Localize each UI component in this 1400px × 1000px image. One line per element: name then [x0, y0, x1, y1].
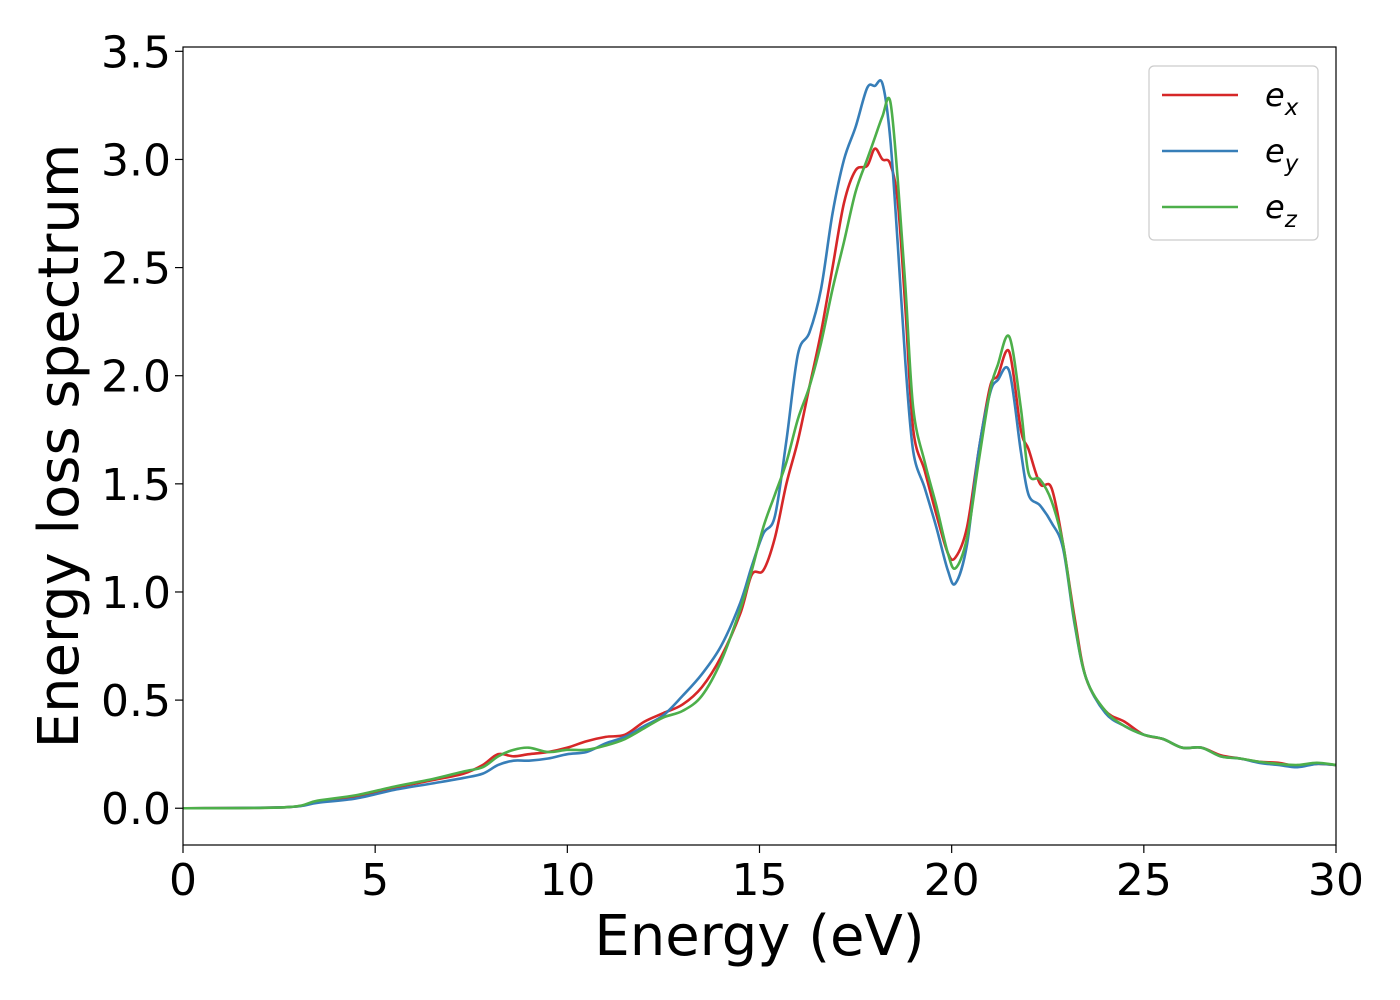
y-tick-label: 2.5	[101, 244, 171, 295]
x-tick-label: 30	[1308, 855, 1364, 906]
y-tick-label: 3.0	[101, 135, 171, 186]
y-tick-label: 3.5	[101, 27, 171, 78]
x-axis-title: Energy (eV)	[594, 904, 924, 969]
legend-box	[1148, 65, 1319, 241]
legend: ex ey ez	[1148, 65, 1319, 241]
y-tick-label: 0.5	[101, 676, 171, 727]
x-tick-label: 20	[924, 855, 980, 906]
x-tick-label: 0	[169, 855, 197, 906]
plot-lines	[183, 79, 1336, 810]
x-tick-label: 15	[732, 855, 788, 906]
y-tick-label: 2.0	[101, 352, 171, 403]
y-axis-title: Energy loss spectrum	[27, 144, 92, 749]
x-axis-ticks: 0 5 10 15 20 25 30	[169, 845, 1364, 906]
x-tick-label: 5	[361, 855, 389, 906]
legend-label-z: ez	[1265, 188, 1298, 233]
y-axis-ticks: 0.0 0.5 1.0 1.5 2.0 2.5 3.0 3.5	[101, 27, 183, 835]
x-tick-label: 25	[1116, 855, 1172, 906]
x-tick-label: 10	[539, 855, 595, 906]
legend-label-y: ey	[1265, 132, 1299, 177]
y-tick-label: 1.0	[101, 568, 171, 619]
y-tick-label: 0.0	[101, 784, 171, 835]
legend-label-x: ex	[1265, 76, 1299, 121]
y-tick-label: 1.5	[101, 460, 171, 511]
series-line-z	[183, 96, 1336, 810]
